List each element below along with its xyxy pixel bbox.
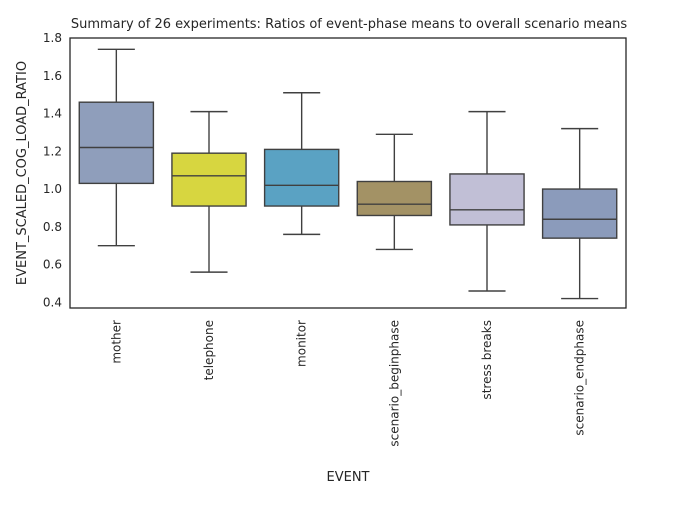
y-axis-ticks: 0.4 0.6 0.8 1.0 1.2 1.4 1.6 1.8 [43,31,62,309]
x-axis-label: EVENT [327,470,370,485]
boxes [78,48,618,300]
box-group [541,127,618,300]
box-group [356,133,433,251]
y-tick-label: 1.0 [43,182,62,196]
chart-title: Summary of 26 experiments: Ratios of eve… [71,17,628,32]
y-tick-label: 0.6 [43,258,62,272]
y-tick-label: 1.4 [43,107,62,121]
y-tick-label: 1.8 [43,31,62,45]
x-tick-label: mother [109,320,123,364]
box-iqr [356,180,433,217]
x-tick-label: monitor [295,320,309,367]
box-iqr [78,101,155,185]
box-group [171,110,247,273]
x-tick-label: stress breaks [480,320,494,400]
y-tick-label: 0.8 [43,220,62,234]
box-group [78,48,155,247]
y-tick-label: 1.6 [43,69,62,83]
box-iqr [449,173,525,226]
box-iqr [541,188,618,239]
box-iqr [263,148,340,207]
box-group [449,110,525,292]
y-tick-label: 1.2 [43,144,62,158]
box-iqr [171,152,247,207]
x-tick-label: telephone [202,320,216,380]
x-tick-label: scenario_endphase [573,320,587,436]
x-axis-ticks: mother telephone monitor scenario_beginphas… [109,320,586,447]
x-tick-label: scenario_beginphase [387,320,401,447]
plot-frame [69,37,627,309]
box-group [263,92,340,236]
y-tick-label: 0.4 [43,295,62,309]
y-axis-label: EVENT_SCALED_COG_LOAD_RATIO [15,61,30,285]
